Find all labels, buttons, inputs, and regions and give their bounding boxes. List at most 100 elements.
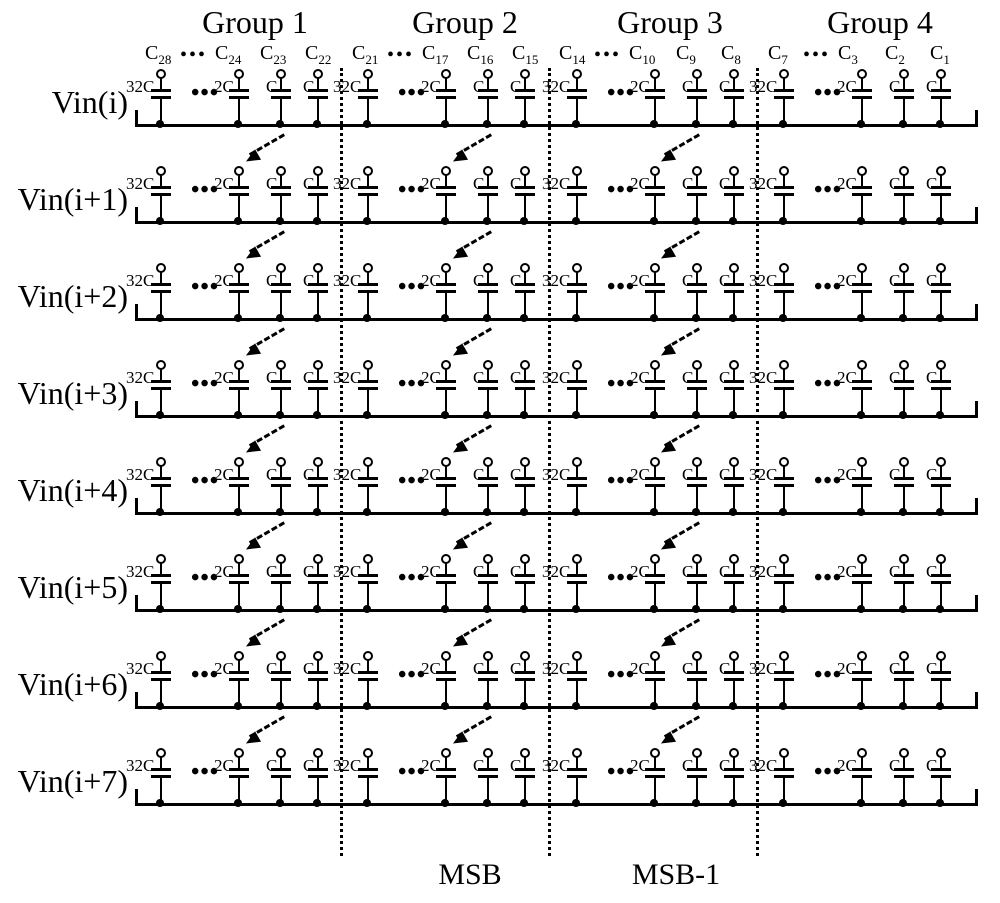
cap-value: C <box>303 271 314 291</box>
node-dot <box>483 411 491 419</box>
cap-value: 2C <box>837 659 857 679</box>
cap-value: C <box>510 77 521 97</box>
cap-value: C <box>682 659 693 679</box>
cap-value: 32C <box>126 562 154 582</box>
row-label: Vin(i+6) <box>8 666 128 703</box>
cap-index-label: C8 <box>721 42 741 68</box>
node-dot <box>483 217 491 225</box>
cap-index-label: C3 <box>838 42 858 68</box>
cap-value: C <box>510 271 521 291</box>
node-dot <box>156 799 164 807</box>
cap-value: 32C <box>542 562 570 582</box>
cap-value: C <box>719 659 730 679</box>
cap-value: 2C <box>421 465 441 485</box>
node-dot <box>692 120 700 128</box>
row-label: Vin(i+3) <box>8 375 128 412</box>
node-dot <box>156 508 164 516</box>
node-dot <box>313 702 321 710</box>
cap-value: 2C <box>214 77 234 97</box>
cap-value: 32C <box>333 465 361 485</box>
cap-value: 32C <box>749 174 777 194</box>
ellipsis: ••• <box>387 44 414 67</box>
cap-value: 32C <box>126 465 154 485</box>
cap-index-label: C7 <box>768 42 788 68</box>
cap-value: C <box>303 174 314 194</box>
node-dot <box>692 702 700 710</box>
cap-value: 2C <box>630 174 650 194</box>
node-dot <box>692 411 700 419</box>
cap-index-label: C9 <box>676 42 696 68</box>
cap-value: 32C <box>126 174 154 194</box>
node-dot <box>729 314 737 322</box>
node-dot <box>572 411 580 419</box>
node-dot <box>363 605 371 613</box>
cap-index-label: C24 <box>215 42 241 68</box>
node-dot <box>779 411 787 419</box>
cap-value: C <box>719 562 730 582</box>
node-dot <box>899 605 907 613</box>
node-dot <box>234 508 242 516</box>
node-dot <box>779 120 787 128</box>
cap-value: C <box>473 174 484 194</box>
node-dot <box>441 702 449 710</box>
cap-value: C <box>926 659 937 679</box>
cap-value: C <box>682 174 693 194</box>
node-dot <box>650 605 658 613</box>
cap-value: 2C <box>421 756 441 776</box>
cap-value: C <box>303 756 314 776</box>
node-dot <box>692 508 700 516</box>
node-dot <box>857 120 865 128</box>
cap-value: 32C <box>126 756 154 776</box>
cap-value: C <box>926 465 937 485</box>
node-dot <box>363 702 371 710</box>
ellipsis: ••• <box>803 44 830 67</box>
cap-value: 2C <box>630 368 650 388</box>
row-label: Vin(i+1) <box>8 181 128 218</box>
node-dot <box>692 217 700 225</box>
node-dot <box>857 508 865 516</box>
node-dot <box>779 314 787 322</box>
cap-value: 2C <box>214 465 234 485</box>
node-dot <box>572 799 580 807</box>
bus-line <box>135 318 978 321</box>
cap-value: 32C <box>542 271 570 291</box>
node-dot <box>936 120 944 128</box>
node-dot <box>363 314 371 322</box>
cap-value: 2C <box>630 562 650 582</box>
cap-value: C <box>473 465 484 485</box>
node-dot <box>313 217 321 225</box>
node-dot <box>899 702 907 710</box>
cap-value: C <box>510 465 521 485</box>
cap-value: 32C <box>126 77 154 97</box>
node-dot <box>899 508 907 516</box>
node-dot <box>313 411 321 419</box>
node-dot <box>234 605 242 613</box>
node-dot <box>779 702 787 710</box>
bus-line <box>135 803 978 806</box>
cap-value: 32C <box>333 77 361 97</box>
node-dot <box>276 799 284 807</box>
cap-value: C <box>926 271 937 291</box>
cap-value: 2C <box>214 271 234 291</box>
node-dot <box>650 120 658 128</box>
node-dot <box>363 217 371 225</box>
node-dot <box>156 314 164 322</box>
node-dot <box>857 605 865 613</box>
cap-value: C <box>926 174 937 194</box>
node-dot <box>729 702 737 710</box>
node-dot <box>572 217 580 225</box>
cap-value: C <box>682 77 693 97</box>
cap-value: 2C <box>214 562 234 582</box>
node-dot <box>483 120 491 128</box>
cap-value: 2C <box>837 77 857 97</box>
node-dot <box>276 508 284 516</box>
cap-value: C <box>473 77 484 97</box>
group-header: Group 4 <box>795 4 965 41</box>
node-dot <box>441 314 449 322</box>
cap-value: 2C <box>837 368 857 388</box>
cap-value: 32C <box>749 368 777 388</box>
node-dot <box>899 217 907 225</box>
cap-value: C <box>303 77 314 97</box>
cap-value: 32C <box>542 174 570 194</box>
node-dot <box>572 314 580 322</box>
